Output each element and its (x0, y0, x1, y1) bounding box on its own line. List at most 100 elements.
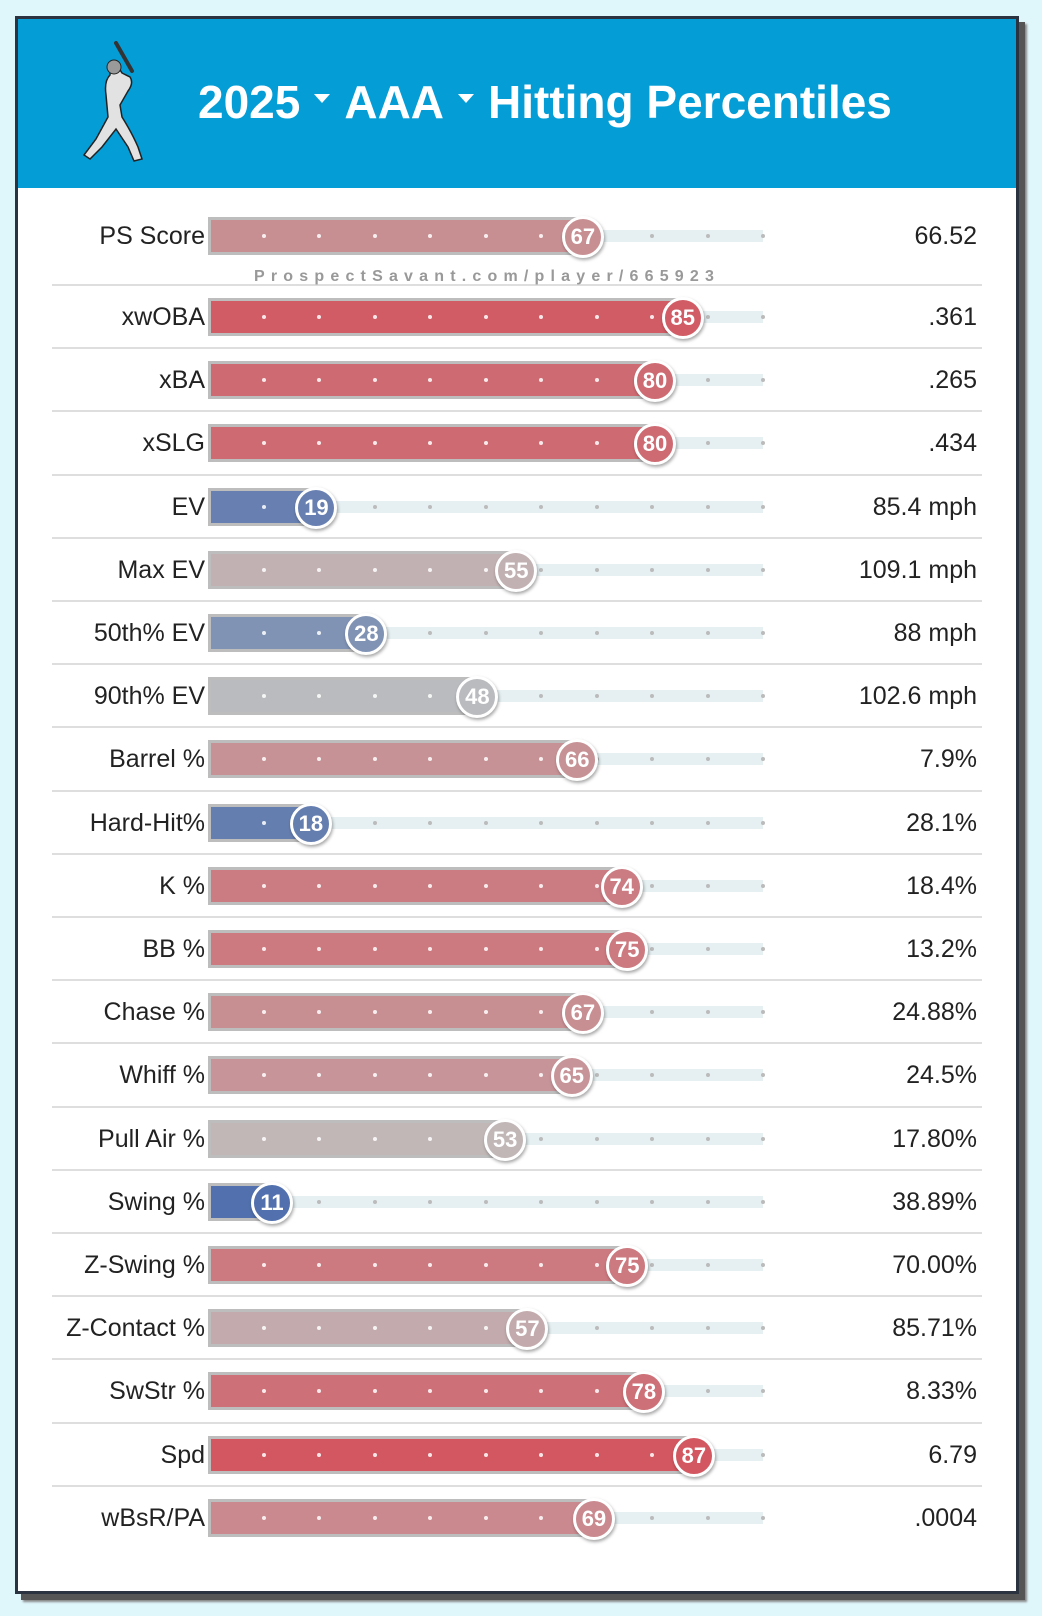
tick-dot (594, 1452, 599, 1457)
percentile-bubble: 66 (556, 739, 599, 782)
percentile-bubble: 67 (561, 216, 604, 258)
metric-value: .265 (928, 366, 977, 395)
metric-label: Max EV (117, 555, 205, 584)
tick-dot (372, 1515, 377, 1520)
percentile-row: wBsR/PA 69 .0004 (18, 1486, 1016, 1550)
tick-dot (428, 1452, 432, 1457)
percentile-bubble: 57 (506, 1308, 549, 1351)
tick-dot (261, 1073, 266, 1078)
tick-dot (261, 441, 266, 446)
metric-label: Z-Contact % (66, 1314, 205, 1343)
metric-value: 109.1 mph (858, 555, 977, 584)
metric-label: 50th% EV (93, 619, 205, 647)
percentile-row: K % 74 18.4% (18, 854, 1016, 918)
tick-dot (761, 1073, 765, 1078)
row-divider (52, 1295, 982, 1298)
tick-dot (539, 378, 543, 383)
tick-dot (539, 441, 543, 446)
tick-dot (594, 504, 599, 509)
tick-dot (705, 757, 710, 762)
row-divider (52, 1358, 982, 1361)
percentile-row: Whiff % 65 24.5% (18, 1043, 1016, 1107)
percentile-row: BB % 75 13.2% (18, 917, 1016, 981)
season-caret-icon[interactable] (314, 93, 331, 103)
tick-dot (261, 567, 266, 572)
row-divider (52, 1042, 982, 1045)
tick-dot (761, 378, 765, 383)
tick-dot (261, 315, 266, 319)
tick-dot (428, 947, 432, 951)
metric-value: 102.6 mph (858, 682, 977, 711)
tick-dot (539, 1515, 543, 1520)
row-divider (52, 1232, 982, 1234)
tick-dot (539, 504, 543, 509)
tick-dot (317, 1389, 321, 1394)
percentile-bubble: 67 (561, 992, 604, 1035)
percentile-row: Spd 87 6.79 (18, 1423, 1016, 1487)
tick-dot (372, 694, 377, 699)
tick-dot (539, 1263, 543, 1267)
tick-dot (594, 883, 599, 888)
percentile-row: xwOBA 85 .361 (18, 285, 1016, 349)
tick-dot (372, 234, 377, 238)
metric-value: 17.80% (892, 1124, 977, 1153)
tick-dot (261, 1389, 266, 1394)
tick-dot (761, 1136, 765, 1141)
tick-dot (483, 234, 488, 238)
metric-value: 13.2% (906, 935, 977, 963)
tick-dot (594, 1389, 599, 1394)
tick-dot (428, 1199, 432, 1204)
level-caret-icon[interactable] (458, 93, 475, 103)
metric-value: .361 (928, 303, 977, 331)
tick-dot (650, 1010, 654, 1015)
tick-dot (372, 567, 377, 572)
tick-dot (650, 820, 654, 825)
tick-dot (761, 947, 765, 951)
percentiles-card: 2025 AAA Hitting Percentiles PS Score 67 6… (15, 16, 1019, 1594)
tick-dot (705, 234, 710, 238)
percentile-bubble: 48 (456, 676, 499, 719)
tick-dot (705, 1263, 710, 1267)
row-divider (52, 536, 982, 539)
percentile-bar (208, 550, 514, 589)
tick-dot (761, 1452, 765, 1457)
tick-dot (483, 378, 488, 383)
tick-dot (428, 1073, 432, 1078)
tick-dot (539, 694, 543, 699)
tick-dot (594, 315, 599, 319)
tick-dot (650, 1199, 654, 1204)
metric-label: Spd (160, 1440, 205, 1469)
metric-value: 85.71% (892, 1314, 977, 1343)
tick-dot (372, 757, 377, 762)
tick-dot (428, 883, 432, 888)
row-divider (52, 1484, 982, 1487)
season-dropdown[interactable]: 2025 (198, 76, 301, 128)
tick-dot (761, 631, 765, 635)
tick-dot (428, 1515, 432, 1520)
tick-dot (650, 1326, 654, 1331)
tick-dot (539, 947, 543, 951)
tick-dot (428, 441, 432, 446)
metric-label: K % (159, 871, 205, 900)
tick-dot (594, 378, 599, 383)
tick-dot (539, 1073, 543, 1078)
header-title: 2025 AAA Hitting Percentiles (198, 75, 892, 129)
tick-dot (594, 567, 599, 572)
tick-dot (650, 1073, 654, 1078)
metric-label: xSLG (142, 429, 205, 458)
tick-dot (317, 1263, 321, 1267)
percentile-bar (208, 298, 680, 336)
tick-dot (372, 378, 377, 383)
tick-dot (650, 315, 654, 319)
metric-label: Z-Swing % (84, 1251, 205, 1279)
percentile-bubble: 80 (634, 423, 676, 466)
tick-dot (317, 1073, 321, 1078)
tick-dot (428, 694, 432, 699)
metric-label: SwStr % (109, 1377, 205, 1406)
watermark: ProspectSavant.com/player/665923 (254, 268, 721, 285)
level-dropdown[interactable]: AAA (344, 76, 445, 128)
tick-dot (483, 1010, 488, 1015)
tick-dot (594, 1136, 599, 1141)
percentile-row: Z-Contact % 57 85.71% (18, 1296, 1016, 1360)
tick-dot (261, 1010, 266, 1015)
